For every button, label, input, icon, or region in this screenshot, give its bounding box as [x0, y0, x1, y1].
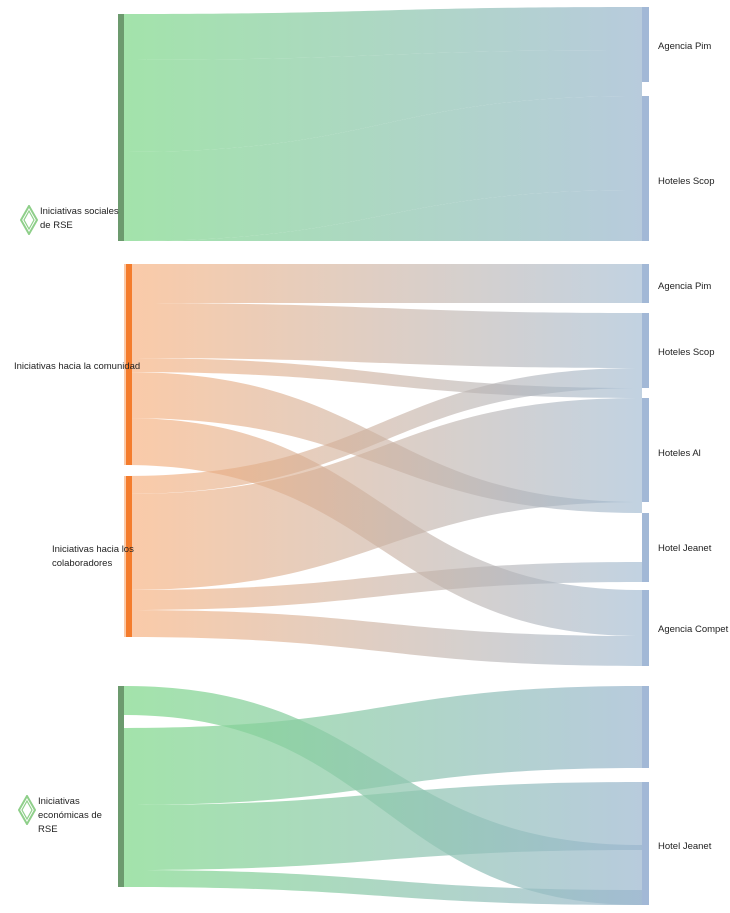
target-node-1-2[interactable]	[642, 96, 649, 241]
target-label-2-1: Agencia Pim	[658, 281, 712, 292]
target-label-1-1: Agencia Pim	[658, 41, 712, 52]
target-label-2-3: Hoteles Al	[658, 448, 701, 459]
flow-1-s1-t1-0[interactable]	[124, 7, 642, 60]
source-label-2-2: Iniciativas hacia los colaboradores	[52, 544, 134, 569]
target-label-2-5: Agencia Compet	[658, 624, 729, 635]
flow-3-e1-x2-2[interactable]	[124, 782, 642, 870]
target-label-1-2: Hoteles Scop	[658, 176, 715, 187]
target-node-3-2[interactable]	[642, 782, 649, 905]
target-label-2-4: Hotel Jeanet	[658, 543, 712, 554]
diamond-icon	[20, 205, 38, 235]
target-label-2-2: Hoteles Scop	[658, 347, 715, 358]
flow-2-c2-u5-8[interactable]	[124, 610, 642, 666]
target-node-3-1[interactable]	[642, 686, 649, 768]
diamond-icon	[18, 795, 36, 825]
flow-1-s1-t1-2[interactable]	[124, 96, 642, 241]
source-node-2-1[interactable]	[126, 264, 132, 465]
target-node-2-5[interactable]	[642, 590, 649, 666]
target-node-1-1[interactable]	[642, 7, 649, 82]
flow-2-c1-u4-3[interactable]	[124, 372, 642, 513]
target-node-2-4[interactable]	[642, 513, 649, 582]
source-label-3-1: Iniciativas económicas de RSE	[38, 796, 102, 835]
flow-3-e1-x1-1[interactable]	[124, 686, 642, 805]
flow-3-e1-x1-3[interactable]	[124, 870, 642, 905]
flow-1-s1-t2-3[interactable]	[124, 190, 642, 241]
flow-2-c1-u2-1[interactable]	[124, 303, 642, 368]
flow-2-c2-u4-7[interactable]	[124, 562, 642, 610]
source-node-1-1[interactable]	[118, 14, 124, 241]
source-label-1-1: Iniciativas sociales de RSE	[40, 206, 119, 231]
target-node-2-1[interactable]	[642, 264, 649, 303]
source-node-2-2[interactable]	[126, 476, 132, 637]
target-label-3-2: Hotel Jeanet	[658, 841, 712, 852]
flow-2-c2-u2-5[interactable]	[124, 368, 642, 494]
source-label-2-1: Iniciativas hacia la comunidad	[14, 361, 141, 372]
flow-1-s1-t2-1[interactable]	[124, 50, 642, 152]
source-node-3-1[interactable]	[118, 686, 124, 887]
flow-2-c2-u3-6[interactable]	[124, 398, 642, 590]
target-node-2-2[interactable]	[642, 313, 649, 388]
flow-2-c1-u1-0[interactable]	[124, 264, 642, 303]
target-node-2-3[interactable]	[642, 398, 649, 502]
